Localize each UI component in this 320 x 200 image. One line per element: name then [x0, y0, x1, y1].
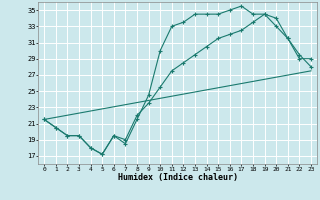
- X-axis label: Humidex (Indice chaleur): Humidex (Indice chaleur): [118, 173, 238, 182]
